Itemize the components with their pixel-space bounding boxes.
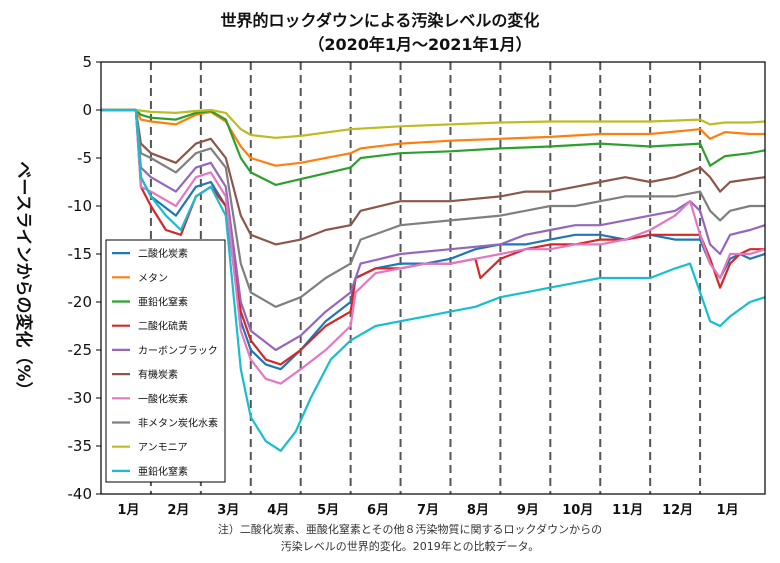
legend-label-4: カーボンブラック xyxy=(138,344,218,357)
x-tick-label: 10月 xyxy=(562,503,593,518)
series-line-5 xyxy=(101,108,766,246)
y-tick-label: -10 xyxy=(68,197,93,215)
x-tick-label: 12月 xyxy=(662,503,693,518)
series-line-4 xyxy=(101,108,766,352)
chart-title: 世界的ロックダウンによる汚染レベルの変化 xyxy=(221,11,540,30)
legend-label-6: 一酸化炭素 xyxy=(138,392,188,405)
y-tick-label: 5 xyxy=(82,53,92,71)
x-tick-label: 8月 xyxy=(467,503,489,518)
y-tick-label: -40 xyxy=(68,485,93,503)
y-tick-label: -35 xyxy=(68,437,93,455)
series-line-1 xyxy=(101,108,765,167)
series-line-6 xyxy=(101,108,766,385)
note-line-2: 汚染レベルの世界的変化。2019年との比較データ。 xyxy=(281,539,540,553)
x-tick-label: 6月 xyxy=(367,503,389,518)
x-tick-label: 1月 xyxy=(117,503,139,518)
chart-subtitle: （2020年1月〜2021年1月） xyxy=(308,35,531,54)
legend-box xyxy=(105,239,226,483)
x-tick-label: 1月 xyxy=(717,503,739,518)
legend: 二酸化炭素メタン亜鉛化窒素二酸化硫黄カーボンブラック有機炭素一酸化炭素非メタン炭… xyxy=(105,239,226,483)
y-tick-label: 0 xyxy=(82,101,92,119)
x-tick-label: 5月 xyxy=(317,503,339,518)
legend-label-1: メタン xyxy=(138,272,168,284)
legend-label-0: 二酸化炭素 xyxy=(138,247,188,260)
x-tick-label: 2月 xyxy=(167,503,189,518)
y-tick-label: -20 xyxy=(68,293,93,311)
y-tick-label: -15 xyxy=(68,245,93,263)
x-tick-label: 4月 xyxy=(267,503,289,518)
legend-label-8: アンモニア xyxy=(138,443,188,454)
plot-frame xyxy=(100,61,766,495)
series-line-0 xyxy=(101,108,766,371)
y-tick-label: -5 xyxy=(77,149,92,167)
x-tick-label: 7月 xyxy=(417,503,439,518)
y-axis-label: ベースラインからの変化（%） xyxy=(13,161,34,398)
series-line-8 xyxy=(101,108,766,139)
y-tick-label: -25 xyxy=(68,341,93,359)
plot-layer: 5 0 -5 -10 -15 -20 -25 -30 -35 -40 1月 2月 3月 4月 5月 6月 7月 8… xyxy=(68,53,766,518)
legend-label-3: 二酸化硫黄 xyxy=(138,320,188,333)
legend-label-7: 非メタン炭化水素 xyxy=(138,417,218,430)
series-line-9 xyxy=(101,108,766,452)
legend-label-2: 亜鉛化窒素 xyxy=(138,296,188,309)
x-tick-label: 9月 xyxy=(517,503,539,518)
series-line-7 xyxy=(101,108,765,308)
legend-label-5: 有機炭素 xyxy=(138,368,178,381)
legend-label-9: 亜鉛化窒素 xyxy=(138,465,188,478)
x-tick-label: 11月 xyxy=(612,503,643,518)
series-line-2 xyxy=(101,108,766,186)
y-tick-label: -30 xyxy=(68,389,93,407)
note-line-1: 注）二酸化炭素、亜酸化窒素とその他８汚染物質に関するロックダウンからの xyxy=(218,522,602,536)
x-tick-label: 3月 xyxy=(217,503,239,518)
